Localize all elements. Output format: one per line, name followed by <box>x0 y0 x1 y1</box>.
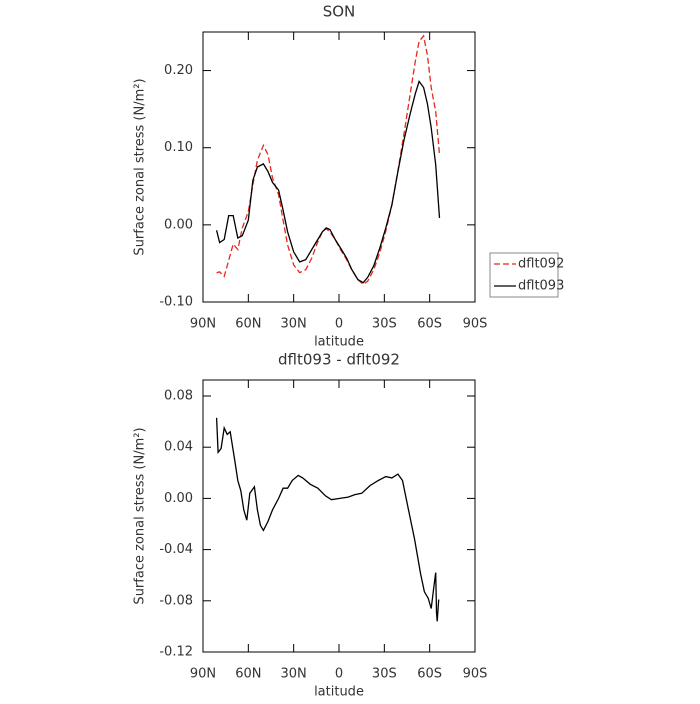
data-line <box>216 34 441 286</box>
plot-frame <box>202 31 476 303</box>
legend-label: dflt092 <box>518 257 564 272</box>
y-tick-label: 0.20 <box>164 63 193 78</box>
y-axis-label: Surface zonal stress (N/m²) <box>133 78 148 255</box>
legend-frame <box>489 252 559 298</box>
x-tick-label: 90S <box>463 667 488 682</box>
x-tick-label: 30N <box>281 317 307 332</box>
y-tick-label: 0.10 <box>164 140 193 155</box>
x-axis-label: latitude <box>314 685 364 700</box>
y-tick-label: 0.00 <box>164 491 193 506</box>
y-tick-label: 0.00 <box>164 217 193 232</box>
chart-title: dflt093 - dflt092 <box>278 351 400 369</box>
x-axis-label: latitude <box>314 335 364 350</box>
y-tick-label: -0.08 <box>159 593 193 608</box>
data-line <box>215 417 440 622</box>
y-tick-label: 0.04 <box>164 440 193 455</box>
x-tick-label: 60N <box>235 317 261 332</box>
y-tick-label: -0.10 <box>159 295 193 310</box>
data-line <box>215 79 441 284</box>
x-tick-label: 0 <box>335 667 343 682</box>
x-tick-label: 0 <box>335 317 343 332</box>
legend-label: dflt093 <box>518 279 564 294</box>
y-tick-label: 0.08 <box>164 389 193 404</box>
x-tick-label: 60S <box>417 317 442 332</box>
y-axis-label: Surface zonal stress (N/m²) <box>133 427 148 604</box>
x-tick-label: 60S <box>417 667 442 682</box>
x-tick-label: 30N <box>281 667 307 682</box>
x-tick-label: 60N <box>235 667 261 682</box>
x-tick-label: 90S <box>463 317 488 332</box>
x-tick-label: 90N <box>190 317 216 332</box>
y-tick-label: -0.04 <box>159 542 193 557</box>
chart-title: SON <box>323 3 356 21</box>
x-tick-label: 30S <box>372 667 397 682</box>
x-tick-label: 30S <box>372 317 397 332</box>
x-tick-label: 90N <box>190 667 216 682</box>
y-tick-label: -0.12 <box>159 645 193 660</box>
plot-frame <box>202 379 476 653</box>
